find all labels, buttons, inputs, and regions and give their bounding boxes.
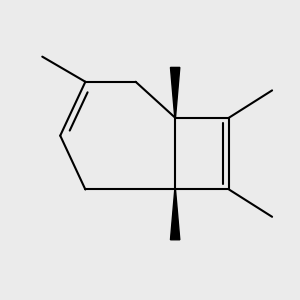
Polygon shape	[170, 190, 180, 240]
Polygon shape	[170, 68, 180, 118]
